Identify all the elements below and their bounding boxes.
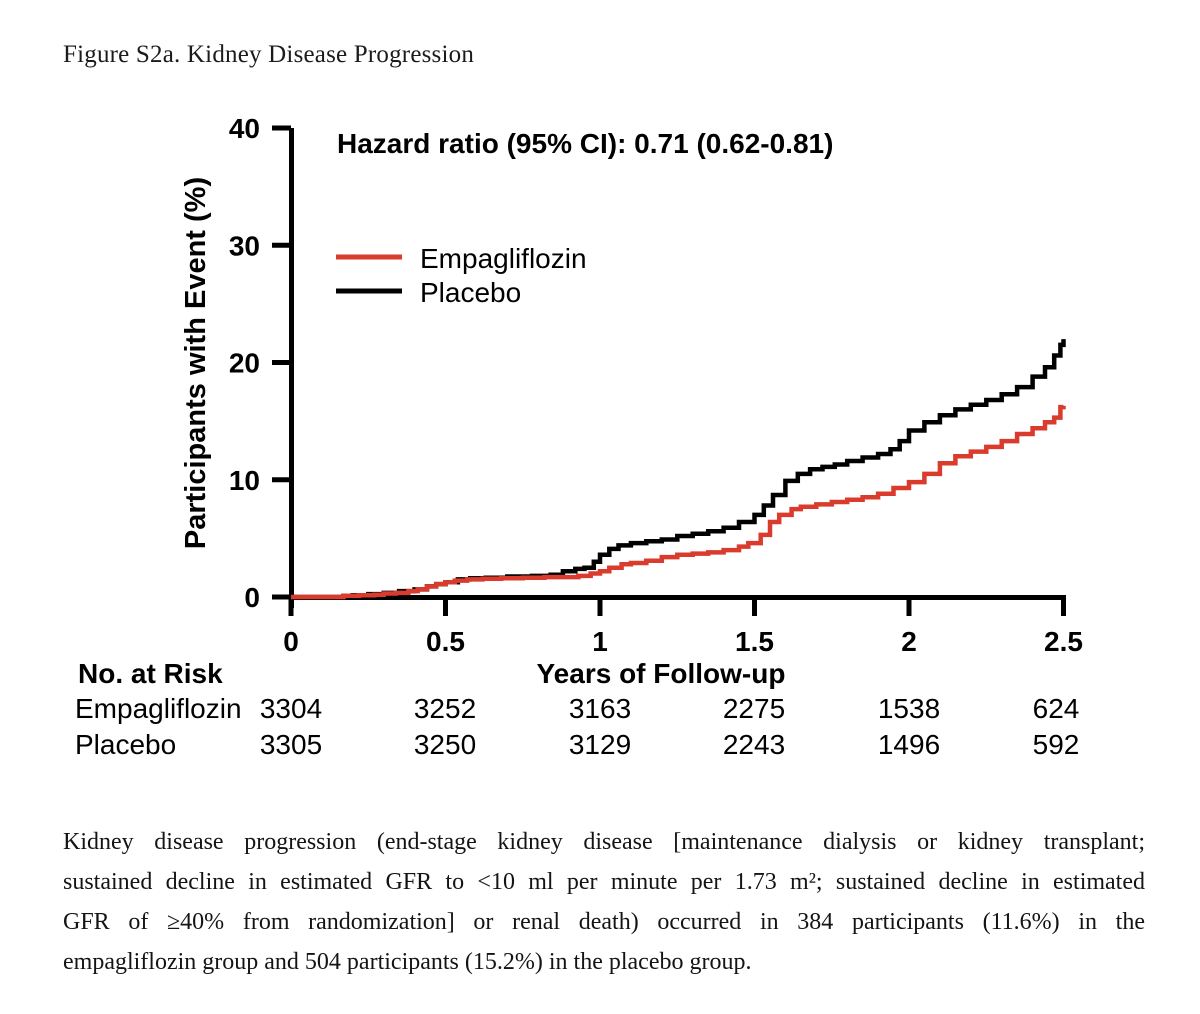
risk-table-title: No. at Risk [78, 658, 223, 689]
risk-value: 592 [1032, 729, 1080, 760]
risk-row-label: Empagliflozin [75, 693, 242, 724]
hazard-ratio-annotation: Hazard ratio (95% CI): 0.71 (0.62-0.81) [337, 128, 833, 159]
risk-value: 1496 [877, 729, 941, 760]
x-tick-label: 0 [283, 626, 299, 657]
y-tick-label: 40 [229, 113, 260, 144]
risk-row-label: Placebo [75, 729, 177, 760]
x-tick-label: 1 [592, 626, 608, 657]
figure-caption: Kidney disease progression (end-stage ki… [63, 822, 1145, 982]
y-tick-label: 0 [244, 582, 260, 613]
risk-value: 1538 [877, 693, 941, 724]
risk-value: 3163 [568, 693, 632, 724]
risk-row-empagliflozin: Empagliflozin 3304 3252 3163 2275 1538 6… [0, 693, 1200, 724]
legend-label-placebo: Placebo [420, 277, 521, 308]
risk-row-placebo: Placebo 3305 3250 3129 2243 1496 592 [0, 729, 1200, 760]
y-axis-label: Participants with Event (%) [180, 177, 212, 549]
risk-value: 3129 [568, 729, 632, 760]
x-tick-label: 2 [901, 626, 917, 657]
risk-value: 3304 [259, 693, 323, 724]
caption-line: Kidney disease progression (end-stage ki… [63, 829, 1145, 855]
x-tick-label: 0.5 [426, 626, 465, 657]
y-tick-label: 20 [229, 348, 260, 379]
x-tick-label: 2.5 [1044, 626, 1083, 657]
risk-value: 3250 [413, 729, 477, 760]
x-axis-title: Years of Follow-up [536, 658, 786, 689]
risk-value: 624 [1032, 693, 1080, 724]
caption-line: empagliflozin group and 504 participants… [63, 949, 752, 975]
caption-line: GFR of ≥40% from randomization] or renal… [63, 909, 1145, 935]
risk-value: 2243 [722, 729, 786, 760]
caption-line: sustained decline in estimated GFR to <1… [63, 869, 1145, 895]
y-tick-label: 10 [229, 465, 260, 496]
risk-value: 2275 [722, 693, 786, 724]
y-tick-label: 30 [229, 230, 260, 261]
legend-label-empagliflozin: Empagliflozin [420, 243, 587, 274]
risk-value: 3305 [259, 729, 323, 760]
empagliflozin-curve [291, 404, 1066, 600]
figure-title: Figure S2a. Kidney Disease Progression [63, 41, 475, 68]
risk-value: 3252 [413, 693, 477, 724]
x-tick-label: 1.5 [735, 626, 774, 657]
